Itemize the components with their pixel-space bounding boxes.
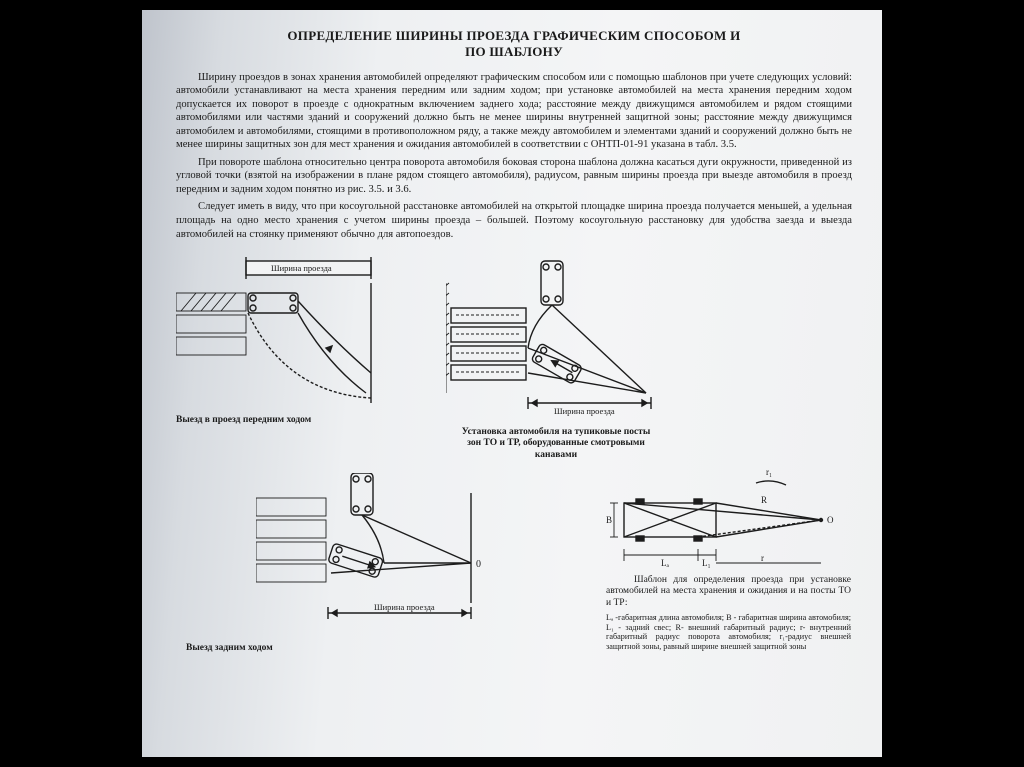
figure-2-width-label: Ширина проезда	[554, 406, 615, 416]
sym-R: R	[761, 495, 767, 505]
figure-2-caption: Установка автомобиля на тупиковые посты …	[456, 427, 656, 461]
paragraph-3: Следует иметь в виду, что при косоугольн…	[176, 200, 852, 241]
title-line-2: ПО ШАБЛОНУ	[465, 44, 563, 59]
sym-O: O	[827, 515, 834, 525]
figure-1: Ширина проезда Выезд в проезд передним х…	[176, 253, 426, 426]
sym-r: r	[761, 553, 764, 563]
figure-2-svg	[446, 253, 676, 423]
figure-1-svg	[176, 253, 426, 413]
document-page: ОПРЕДЕЛЕНИЕ ШИРИНЫ ПРОЕЗДА ГРАФИЧЕСКИМ С…	[142, 10, 882, 757]
figure-4-title: Шаблон для определения проезда при устан…	[606, 575, 851, 609]
figure-1-caption: Выезд в проезд передним ходом	[176, 415, 426, 426]
title-line-1: ОПРЕДЕЛЕНИЕ ШИРИНЫ ПРОЕЗДА ГРАФИЧЕСКИМ С…	[287, 28, 740, 43]
sym-L: Lₐ	[661, 558, 669, 568]
figure-3-caption: Выезд задним ходом	[186, 643, 496, 654]
svg-text:0: 0	[476, 559, 481, 570]
figure-3-svg: 0	[256, 473, 496, 643]
figure-4: r₁ R O B Lₐ L₁ r Шаблон для определения …	[606, 463, 851, 651]
figure-1-width-label: Ширина проезда	[271, 263, 332, 273]
sym-r1: r₁	[766, 467, 772, 477]
figure-4-legend: Lₐ -габаритная длина автомобиля; B - габ…	[606, 613, 851, 651]
sym-B: B	[606, 515, 612, 525]
paragraph-2: При повороте шаблона относительно центра…	[176, 156, 852, 197]
figures-area: Ширина проезда Выезд в проезд передним х…	[176, 253, 852, 683]
page-title: ОПРЕДЕЛЕНИЕ ШИРИНЫ ПРОЕЗДА ГРАФИЧЕСКИМ С…	[176, 28, 852, 61]
figure-4-svg: r₁ R O B Lₐ L₁ r	[606, 463, 851, 573]
sym-L1: L₁	[702, 558, 711, 568]
figure-3-width-label: Ширина проезда	[374, 603, 435, 612]
figure-2: Ширина проезда Установка автомобиля на т…	[446, 253, 676, 461]
figure-3: 0 Ширина проезда Выезд задним ходом	[256, 473, 496, 654]
paragraph-1: Ширину проездов в зонах хранения автомоб…	[176, 71, 852, 152]
